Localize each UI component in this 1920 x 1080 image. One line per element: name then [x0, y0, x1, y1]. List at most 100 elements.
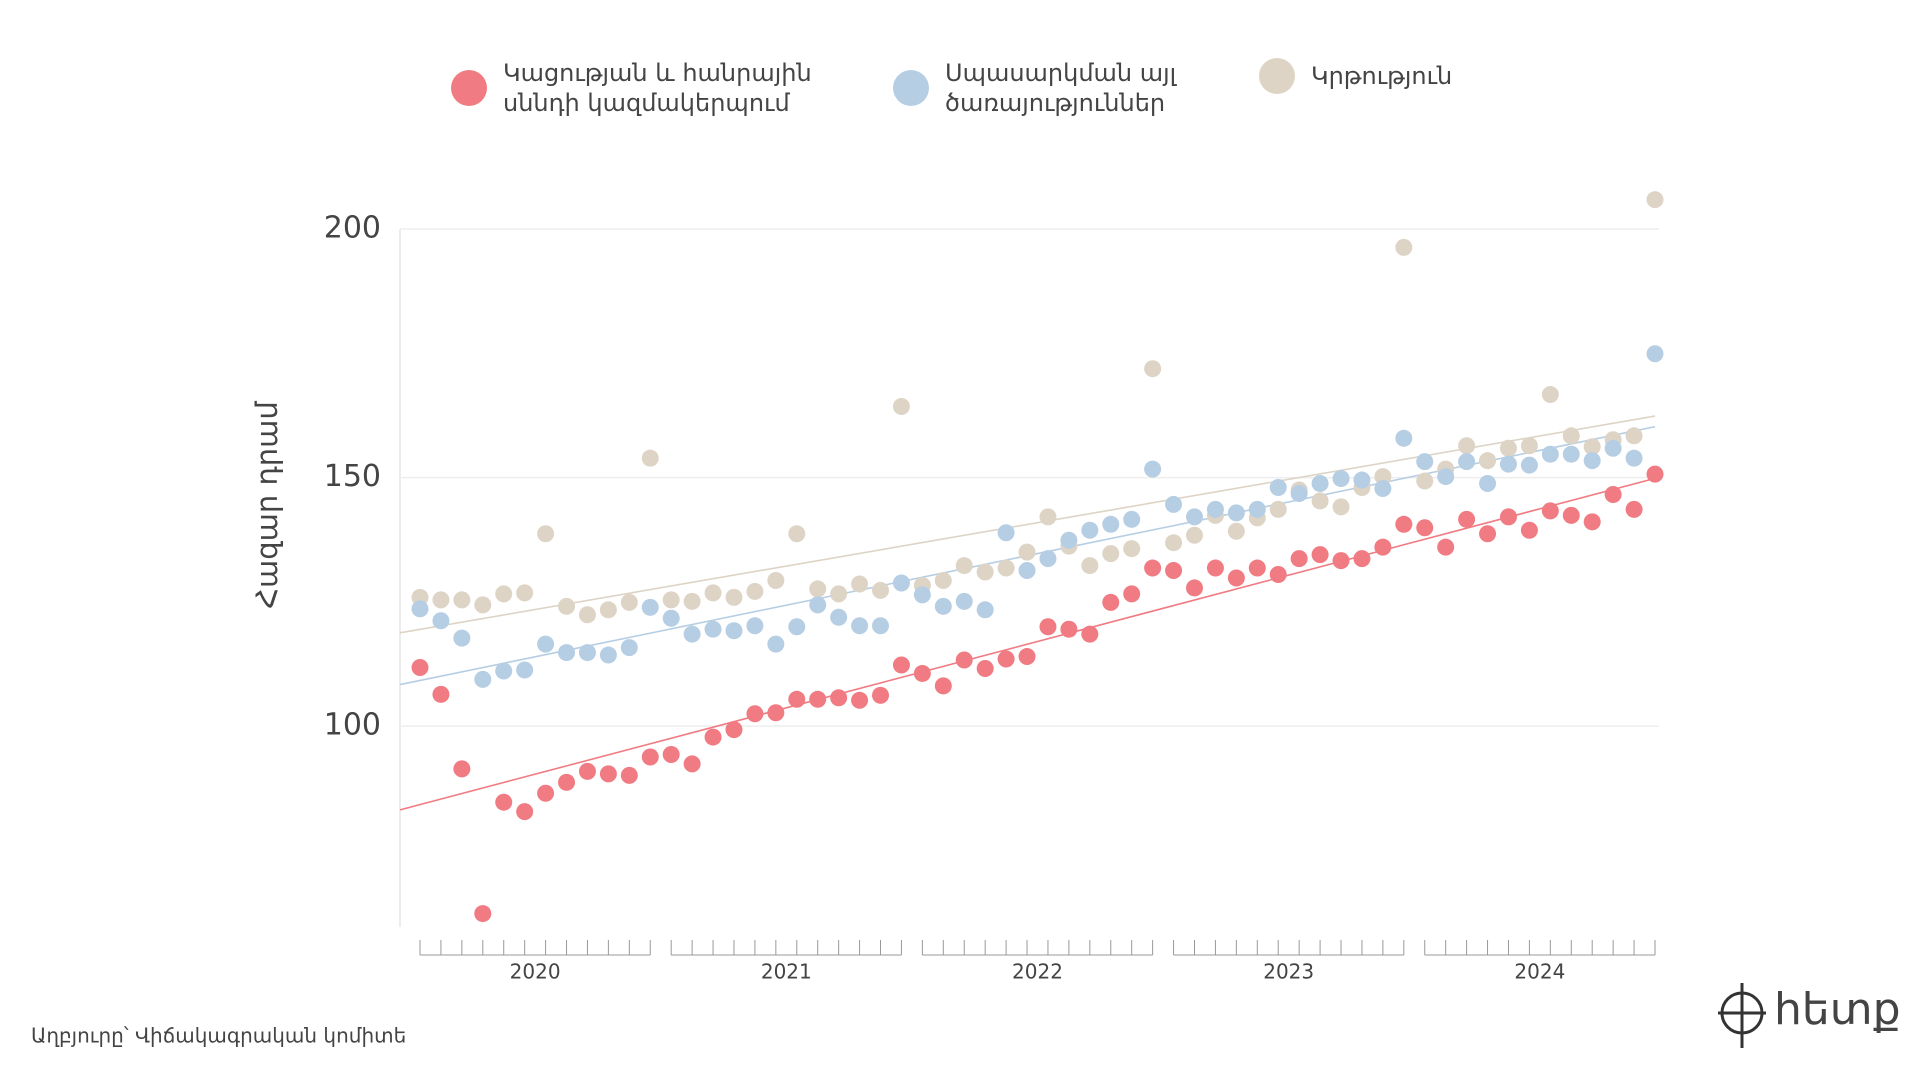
point: [851, 691, 869, 709]
point: [976, 601, 994, 619]
point: [1437, 468, 1455, 486]
point: [934, 597, 952, 615]
point: [955, 651, 973, 669]
point: [1395, 429, 1413, 447]
point: [976, 563, 994, 581]
x-tick-label: 2023: [1263, 960, 1314, 984]
y-tick-label: 200: [324, 211, 381, 246]
point: [1165, 495, 1183, 513]
point: [1269, 500, 1287, 518]
point: [1541, 386, 1559, 404]
trend-line: [399, 415, 1656, 634]
point: [558, 597, 576, 615]
point: [997, 559, 1015, 577]
y-tick-label: 100: [324, 708, 381, 743]
point: [578, 762, 596, 780]
point: [767, 635, 785, 653]
point: [1583, 452, 1601, 470]
point: [830, 608, 848, 626]
legend-item: Սպասարկման այլ ծառայություններ: [893, 58, 1176, 118]
point: [1039, 618, 1057, 636]
point: [1541, 445, 1559, 463]
point: [1018, 543, 1036, 561]
point: [537, 525, 555, 543]
point: [683, 592, 701, 610]
point: [1290, 484, 1308, 502]
point: [1458, 437, 1476, 455]
point: [1499, 508, 1517, 526]
point: [788, 690, 806, 708]
point: [1520, 456, 1538, 474]
point: [411, 658, 429, 676]
source: Աղբյուրը՝ Վիճակագրական կոմիտե: [31, 1024, 406, 1048]
point: [599, 601, 617, 619]
point: [1374, 468, 1392, 486]
logo-icon: [1718, 983, 1766, 1048]
point: [683, 625, 701, 643]
point: [641, 748, 659, 766]
point: [558, 773, 576, 791]
point: [516, 661, 534, 679]
point: [1332, 498, 1350, 516]
point: [683, 755, 701, 773]
point: [1395, 238, 1413, 256]
x-tick-label: 2024: [1514, 960, 1565, 984]
legend-swatch: [893, 70, 929, 106]
logo: հետք: [1774, 984, 1901, 1035]
point: [725, 721, 743, 739]
point: [558, 644, 576, 662]
point: [1269, 479, 1287, 497]
point: [1269, 566, 1287, 584]
point: [516, 584, 534, 602]
point: [1206, 559, 1224, 577]
point: [746, 617, 764, 635]
point: [1018, 562, 1036, 580]
point: [1165, 534, 1183, 552]
point: [1039, 508, 1057, 526]
x-tick-label: 2020: [510, 960, 561, 984]
point: [1416, 472, 1434, 490]
point: [1227, 522, 1245, 540]
point: [453, 591, 471, 609]
point: [1583, 513, 1601, 531]
point: [1248, 500, 1266, 518]
point: [746, 582, 764, 600]
point: [495, 662, 513, 680]
point: [809, 690, 827, 708]
point: [516, 803, 534, 821]
point: [1625, 449, 1643, 467]
point: [537, 635, 555, 653]
point: [1060, 531, 1078, 549]
x-tick-label: 2021: [761, 960, 812, 984]
point: [1039, 550, 1057, 568]
point: [1144, 460, 1162, 478]
point: [725, 588, 743, 606]
legend-swatch: [451, 70, 487, 106]
point: [1185, 526, 1203, 544]
point: [1646, 345, 1664, 363]
point: [934, 677, 952, 695]
legend-item: Կրթություն: [1259, 58, 1452, 94]
point: [913, 586, 931, 604]
y-tick-label: 150: [324, 459, 381, 494]
point: [809, 596, 827, 614]
point: [453, 760, 471, 778]
point: [1646, 465, 1664, 483]
point: [599, 765, 617, 783]
point: [1248, 559, 1266, 577]
point: [955, 592, 973, 610]
point: [767, 571, 785, 589]
point: [662, 591, 680, 609]
point: [872, 617, 890, 635]
point: [788, 525, 806, 543]
point: [872, 686, 890, 704]
point: [620, 766, 638, 784]
point: [411, 600, 429, 618]
point: [1123, 540, 1141, 558]
point: [1081, 521, 1099, 539]
point: [1081, 557, 1099, 575]
point: [1353, 550, 1371, 568]
point: [934, 571, 952, 589]
point: [1646, 191, 1664, 209]
point: [1625, 500, 1643, 518]
